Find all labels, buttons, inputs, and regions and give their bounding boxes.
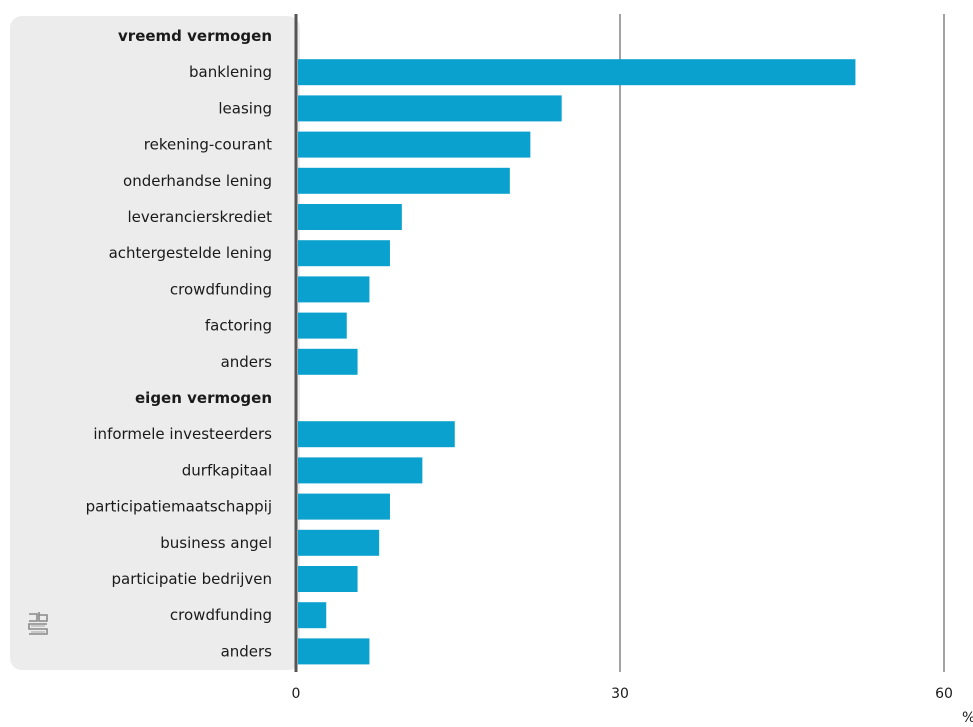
x-axis-ticks: 0 30 60 <box>292 686 953 702</box>
cbs-logo <box>28 612 48 635</box>
category-label: leasing <box>218 99 272 117</box>
category-label: achtergestelde lening <box>109 244 272 262</box>
group-header-label: eigen vermogen <box>135 389 272 407</box>
category-label: anders <box>221 642 273 660</box>
bar <box>298 457 423 484</box>
bar <box>298 276 370 303</box>
category-label: rekening-courant <box>144 136 272 154</box>
bar <box>298 240 390 267</box>
category-label: crowdfunding <box>170 606 272 624</box>
bar <box>298 312 347 339</box>
category-label: business angel <box>160 534 272 552</box>
category-label: onderhandse lening <box>123 172 272 190</box>
bars <box>298 59 856 665</box>
x-tick-label: 0 <box>292 686 301 702</box>
category-label: crowdfunding <box>170 280 272 298</box>
bar <box>298 566 358 592</box>
label-panel <box>10 16 300 670</box>
category-label: durfkapitaal <box>182 461 272 479</box>
category-label: informele investeerders <box>93 425 272 443</box>
gridlines <box>294 14 945 672</box>
bar <box>298 348 358 375</box>
group-header-label: vreemd vermogen <box>118 27 272 45</box>
bar <box>298 602 327 629</box>
bar <box>298 204 402 230</box>
bar <box>298 95 562 122</box>
bar <box>298 529 380 556</box>
category-label: banklening <box>189 63 272 81</box>
category-label: participatie bedrijven <box>112 570 273 588</box>
bar <box>298 59 856 86</box>
bar <box>298 131 531 158</box>
category-label: leverancierskrediet <box>127 208 272 226</box>
category-labels: vreemd vermogen banklening leasing rekening… <box>86 27 273 660</box>
x-tick-label: 60 <box>935 686 953 702</box>
category-label: factoring <box>205 317 272 335</box>
bar <box>298 167 510 194</box>
bar <box>298 421 455 448</box>
category-label: participatiemaatschappij <box>86 498 272 516</box>
bar <box>298 638 370 665</box>
x-tick-label: 30 <box>611 686 629 702</box>
x-axis-unit: % <box>962 710 973 726</box>
bar <box>298 493 390 520</box>
category-label: anders <box>221 353 273 371</box>
